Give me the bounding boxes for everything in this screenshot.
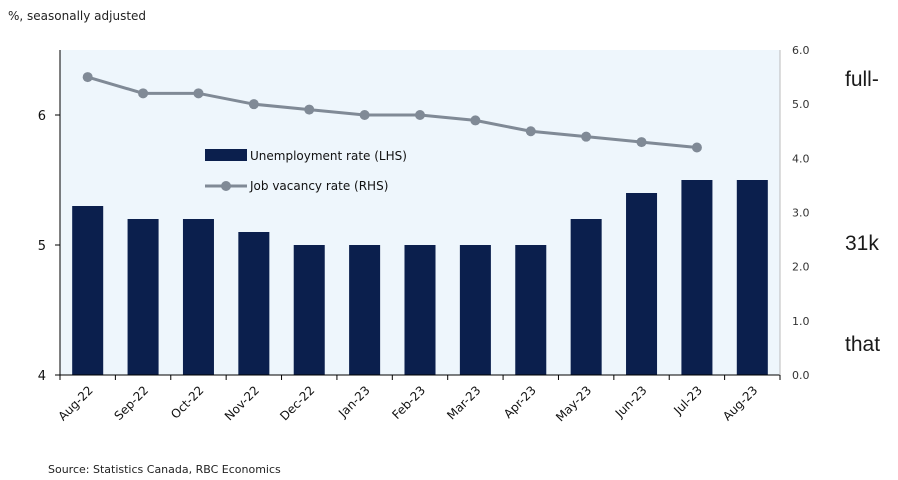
- job-vacancy-point-mar-23: [470, 115, 481, 126]
- job-vacancy-point-jun-23: [636, 137, 647, 148]
- bar-aug-22: [72, 206, 104, 375]
- x-tick-label: Jan-23: [335, 383, 373, 421]
- bar-feb-23: [404, 245, 436, 375]
- x-tick-label: May-23: [553, 383, 594, 424]
- x-tick-label: Sep-22: [111, 383, 151, 423]
- bar-jan-23: [349, 245, 381, 375]
- legend-label-job-vacancy: Job vacancy rate (RHS): [249, 179, 388, 193]
- job-vacancy-point-feb-23: [415, 110, 425, 120]
- y-right-tick-label: 3.0: [792, 207, 810, 220]
- bar-aug-23: [736, 180, 768, 375]
- x-tick-label: Oct-22: [168, 383, 206, 421]
- y-left-tick-label: 4: [38, 369, 46, 384]
- job-vacancy-point-dec-22: [304, 104, 315, 115]
- chart-subtitle: %, seasonally adjusted: [8, 9, 146, 23]
- y-right-tick-label: 1.0: [792, 315, 810, 328]
- job-vacancy-point-apr-23: [525, 126, 536, 137]
- y-right-tick-label: 5.0: [792, 98, 810, 111]
- bar-dec-22: [293, 245, 325, 375]
- job-vacancy-point-may-23: [581, 131, 592, 142]
- bar-nov-22: [238, 232, 270, 375]
- chart-source: Source: Statistics Canada, RBC Economics: [48, 463, 281, 476]
- job-vacancy-point-jul-23: [691, 142, 702, 153]
- side-text-2: 31k: [845, 232, 879, 255]
- legend-line-marker: [221, 181, 231, 191]
- y-left-tick-label: 5: [38, 239, 46, 254]
- x-tick-label: Nov-22: [222, 383, 262, 423]
- job-vacancy-point-sep-22: [138, 88, 149, 99]
- job-vacancy-point-jan-23: [359, 110, 370, 120]
- y-left-tick-label: 6: [38, 109, 46, 124]
- job-vacancy-point-nov-22: [248, 99, 259, 110]
- x-tick-label: Dec-22: [277, 383, 317, 423]
- y-right-tick-label: 0.0: [792, 369, 810, 382]
- y-right-tick-label: 2.0: [792, 261, 810, 274]
- bar-jul-23: [681, 180, 713, 375]
- job-vacancy-point-aug-22: [82, 72, 93, 83]
- x-tick-label: Feb-23: [389, 383, 428, 422]
- x-tick-label: Mar-23: [444, 383, 483, 422]
- x-tick-label: Aug-23: [720, 383, 760, 423]
- legend-label-unemployment: Unemployment rate (LHS): [250, 149, 407, 163]
- x-tick-label: Jun-23: [612, 383, 650, 421]
- x-tick-label: Aug-22: [55, 383, 95, 423]
- x-tick-label: Jul-23: [670, 383, 705, 418]
- side-text-1: full-: [845, 68, 879, 91]
- side-text-3: that: [845, 333, 881, 356]
- job-vacancy-line: [87, 75, 698, 149]
- bar-sep-22: [127, 219, 159, 375]
- bar-mar-23: [459, 245, 491, 375]
- legend-bar-swatch: [205, 149, 247, 161]
- bar-oct-22: [182, 219, 214, 375]
- bar-jun-23: [626, 193, 658, 375]
- y-right-tick-label: 6.0: [792, 44, 810, 57]
- x-tick-label: Apr-23: [501, 383, 539, 421]
- bar-may-23: [570, 219, 602, 375]
- y-right-tick-label: 4.0: [792, 152, 810, 165]
- bar-apr-23: [515, 245, 547, 375]
- job-vacancy-point-oct-22: [193, 88, 204, 99]
